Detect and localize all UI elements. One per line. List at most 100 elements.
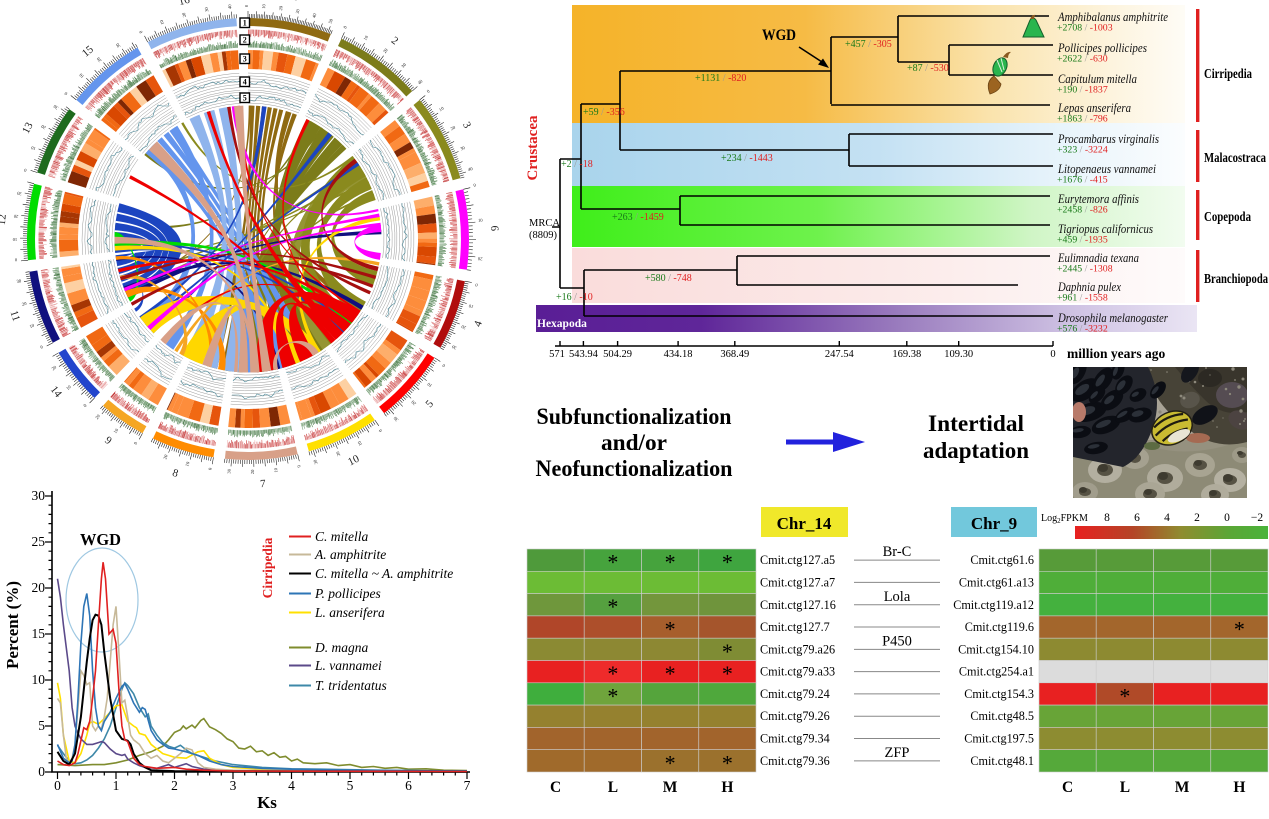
svg-text:8: 8 bbox=[1104, 512, 1110, 524]
svg-text:adaptation: adaptation bbox=[923, 438, 1029, 463]
svg-text:10: 10 bbox=[159, 19, 166, 26]
svg-text:6: 6 bbox=[1134, 512, 1140, 524]
svg-text:20: 20 bbox=[450, 124, 457, 131]
svg-text:3: 3 bbox=[243, 55, 247, 64]
svg-text:+263 / -1459: +263 / -1459 bbox=[612, 212, 664, 223]
svg-text:6: 6 bbox=[405, 778, 412, 793]
svg-text:T. tridentatus: T. tridentatus bbox=[315, 678, 387, 693]
svg-text:Intertidal: Intertidal bbox=[928, 411, 1024, 436]
svg-text:10: 10 bbox=[32, 672, 46, 687]
svg-text:Log2FPKM: Log2FPKM bbox=[1041, 513, 1088, 525]
svg-text:0: 0 bbox=[38, 764, 45, 779]
svg-text:+961 / -1558: +961 / -1558 bbox=[1057, 293, 1108, 304]
svg-text:M: M bbox=[663, 779, 678, 796]
svg-text:4: 4 bbox=[472, 319, 485, 329]
svg-text:20: 20 bbox=[250, 469, 255, 474]
svg-text:+234 / -1443: +234 / -1443 bbox=[721, 153, 773, 164]
svg-text:30: 30 bbox=[295, 8, 301, 14]
svg-text:P. pollicipes: P. pollicipes bbox=[314, 586, 381, 601]
svg-text:20: 20 bbox=[335, 450, 342, 457]
svg-text:*: * bbox=[722, 750, 733, 775]
svg-text:+323 / -3224: +323 / -3224 bbox=[1057, 145, 1108, 156]
svg-text:*: * bbox=[607, 550, 618, 575]
svg-text:Cmit.ctg61.6: Cmit.ctg61.6 bbox=[970, 553, 1034, 567]
svg-text:*: * bbox=[665, 661, 676, 686]
svg-text:0: 0 bbox=[474, 282, 478, 287]
svg-text:L: L bbox=[1120, 779, 1130, 796]
svg-text:10: 10 bbox=[29, 322, 36, 329]
svg-text:504.29: 504.29 bbox=[603, 349, 632, 360]
svg-text:+457 / -305: +457 / -305 bbox=[845, 39, 892, 50]
svg-text:Chr_14: Chr_14 bbox=[777, 514, 832, 533]
svg-text:3: 3 bbox=[230, 778, 237, 793]
svg-text:Cmit.ctg154.3: Cmit.ctg154.3 bbox=[964, 687, 1034, 701]
svg-text:247.54: 247.54 bbox=[825, 349, 855, 360]
svg-text:5: 5 bbox=[347, 778, 354, 793]
svg-text:Cmit.ctg79.26: Cmit.ctg79.26 bbox=[760, 709, 830, 723]
svg-text:Cmit.ctg79.36: Cmit.ctg79.36 bbox=[760, 754, 830, 768]
svg-text:Percent (%): Percent (%) bbox=[3, 581, 22, 669]
svg-text:+87 / -530: +87 / -530 bbox=[907, 63, 949, 74]
svg-text:0: 0 bbox=[54, 778, 61, 793]
svg-text:20: 20 bbox=[40, 123, 47, 130]
svg-text:30: 30 bbox=[16, 190, 22, 196]
svg-text:20: 20 bbox=[278, 5, 284, 11]
svg-text:0: 0 bbox=[23, 167, 27, 173]
svg-text:20: 20 bbox=[13, 214, 19, 220]
svg-text:30: 30 bbox=[312, 458, 318, 465]
svg-text:+576 / -3232: +576 / -3232 bbox=[1057, 324, 1108, 335]
svg-text:+2458 / -826: +2458 / -826 bbox=[1057, 205, 1108, 216]
svg-text:+2708 / -1003: +2708 / -1003 bbox=[1057, 23, 1113, 34]
svg-text:M: M bbox=[1175, 779, 1190, 796]
svg-text:Cmit.ctg127.a7: Cmit.ctg127.a7 bbox=[760, 575, 835, 589]
svg-text:10: 10 bbox=[65, 384, 72, 391]
svg-text:+2445 / -1308: +2445 / -1308 bbox=[1057, 264, 1113, 275]
svg-text:+16 / -10: +16 / -10 bbox=[556, 292, 593, 303]
svg-text:Cirripedia: Cirripedia bbox=[1204, 66, 1252, 81]
svg-text:40: 40 bbox=[467, 166, 474, 172]
svg-text:Cmit.ctg254.a1: Cmit.ctg254.a1 bbox=[959, 665, 1034, 679]
svg-text:*: * bbox=[1119, 683, 1130, 708]
svg-text:*: * bbox=[1234, 617, 1245, 642]
svg-text:2: 2 bbox=[171, 778, 178, 793]
svg-text:0: 0 bbox=[15, 257, 19, 262]
svg-text:L. anserifera: L. anserifera bbox=[314, 605, 385, 620]
svg-text:Cmit.ctg127.7: Cmit.ctg127.7 bbox=[760, 620, 830, 634]
svg-text:30: 30 bbox=[451, 344, 458, 351]
svg-text:368.49: 368.49 bbox=[720, 349, 749, 360]
svg-text:A. amphitrite: A. amphitrite bbox=[314, 547, 386, 562]
svg-text:Copepoda: Copepoda bbox=[1204, 209, 1251, 224]
svg-text:2: 2 bbox=[243, 36, 247, 45]
svg-text:109.30: 109.30 bbox=[944, 349, 973, 360]
svg-text:10: 10 bbox=[346, 453, 362, 469]
svg-text:Cmit.ctg79.a33: Cmit.ctg79.a33 bbox=[760, 665, 835, 679]
svg-text:10: 10 bbox=[438, 105, 445, 112]
svg-text:10: 10 bbox=[468, 303, 474, 309]
svg-text:Cmit.ctg79.24: Cmit.ctg79.24 bbox=[760, 687, 830, 701]
svg-text:Cmit.ctg79.a26: Cmit.ctg79.a26 bbox=[760, 642, 835, 656]
svg-text:+59 / -356: +59 / -356 bbox=[583, 107, 625, 118]
svg-text:Lepas anserifera: Lepas anserifera bbox=[1057, 100, 1131, 115]
svg-text:−2: −2 bbox=[1251, 512, 1263, 524]
svg-text:20: 20 bbox=[32, 580, 46, 595]
svg-text:10: 10 bbox=[112, 427, 119, 434]
svg-text:Pollicipes pollicipes: Pollicipes pollicipes bbox=[1057, 40, 1147, 55]
svg-text:20: 20 bbox=[460, 324, 467, 331]
svg-text:0: 0 bbox=[342, 24, 348, 29]
svg-text:Cirripedia: Cirripedia bbox=[260, 537, 275, 598]
svg-text:20: 20 bbox=[162, 453, 169, 460]
svg-text:Tigriopus californicus: Tigriopus californicus bbox=[1058, 221, 1153, 236]
svg-text:10: 10 bbox=[273, 467, 279, 473]
svg-text:30: 30 bbox=[392, 415, 399, 422]
svg-text:20: 20 bbox=[94, 413, 101, 420]
svg-text:and/or: and/or bbox=[601, 430, 667, 455]
svg-text:Chr_9: Chr_9 bbox=[971, 514, 1017, 533]
svg-text:Cmit.ctg154.10: Cmit.ctg154.10 bbox=[958, 642, 1034, 656]
svg-text:+2 / -18: +2 / -18 bbox=[561, 159, 593, 170]
svg-text:0: 0 bbox=[377, 428, 383, 433]
svg-text:10: 10 bbox=[362, 34, 369, 41]
svg-text:30: 30 bbox=[52, 103, 59, 110]
svg-text:7: 7 bbox=[260, 478, 267, 490]
svg-text:2: 2 bbox=[389, 34, 401, 47]
svg-text:30: 30 bbox=[16, 278, 22, 284]
